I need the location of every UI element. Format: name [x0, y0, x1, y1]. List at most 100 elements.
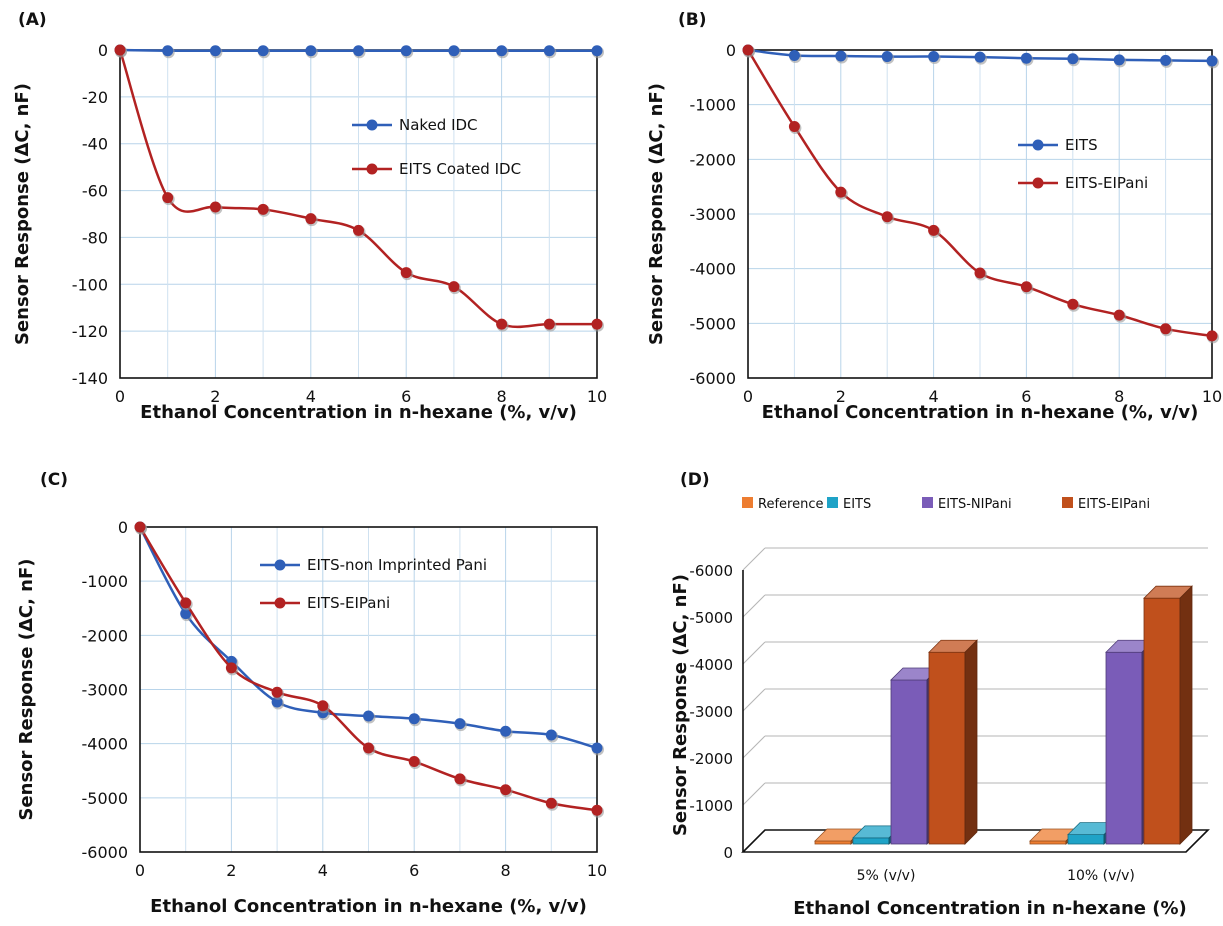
data-point [928, 51, 940, 63]
bar [1143, 585, 1193, 845]
x-tick-label: 5% (v/v) [857, 868, 916, 884]
data-point [835, 186, 847, 198]
y-tick-label: 0 [726, 41, 736, 60]
y-tick-label: -4000 [690, 260, 737, 279]
y-tick-label: -2000 [82, 626, 129, 645]
legend-label: EITS [843, 497, 871, 512]
y-tick-label: -1000 [690, 96, 737, 115]
x-tick-label: 0 [135, 861, 145, 880]
x-tick-label: 8 [497, 387, 507, 406]
data-point [500, 784, 512, 796]
y-tick-label: -140 [72, 369, 108, 388]
x-tick-label: 0 [115, 387, 125, 406]
grid-line-side [742, 594, 766, 618]
x-axis-label: Ethanol Concentration in n-hexane (%, v/… [150, 896, 587, 917]
data-point [209, 201, 221, 213]
series-0 [114, 44, 604, 59]
data-point [353, 224, 364, 236]
data-point [742, 44, 754, 56]
y-tick-label: -120 [72, 322, 108, 341]
series-0 [742, 44, 1219, 69]
data-point [454, 773, 466, 785]
data-point [788, 121, 800, 133]
legend: EITS EITS-EIPani [1018, 136, 1148, 192]
legend-label: EITS-EIPani [1078, 497, 1150, 512]
y-tick-label: -2000 [690, 150, 737, 169]
data-point [591, 318, 603, 330]
bar-side [1179, 585, 1193, 845]
legend-label: EITS [1065, 136, 1098, 154]
legend-marker [366, 163, 378, 175]
data-point [257, 203, 269, 215]
legend-swatch [827, 497, 838, 508]
data-point [881, 211, 893, 223]
grid-line-side [742, 688, 766, 712]
legend-label: EITS-EIPani [307, 594, 390, 612]
y-tick-label: -100 [72, 275, 108, 294]
data-point [543, 318, 555, 330]
grid [139, 526, 598, 853]
legend: Naked IDC EITS Coated IDC [352, 116, 521, 178]
data-point [928, 224, 940, 236]
data-point [353, 45, 364, 57]
y-tick-label: -3000 [689, 703, 733, 721]
legend-swatch [922, 497, 933, 508]
grid [747, 49, 1213, 379]
y-tick-label: -20 [82, 88, 108, 107]
data-point [180, 597, 192, 609]
bar-front [1029, 840, 1067, 845]
data-point [1067, 298, 1079, 310]
panel-label: (A) [18, 10, 47, 30]
data-point [1020, 281, 1032, 293]
data-point [408, 756, 420, 768]
plot-frame [747, 49, 1213, 379]
data-point [1206, 55, 1218, 67]
grid-line-side [742, 547, 766, 571]
x-tick-label: 10 [1202, 387, 1222, 406]
panel-label: (B) [678, 10, 707, 30]
data-point [974, 51, 986, 63]
x-tick-label: 4 [929, 387, 939, 406]
x-axis-label: Ethanol Concentration in n-hexane (%, v/… [140, 402, 577, 423]
y-axis-label: Sensor Response (ΔC, nF) [646, 83, 667, 345]
data-point [400, 45, 412, 57]
bar-front [852, 837, 890, 845]
x-tick-label: 0 [743, 387, 753, 406]
x-tick-label: 6 [1021, 387, 1031, 406]
series-1 [742, 44, 1219, 344]
data-point [363, 710, 374, 722]
y-tick-label: -2000 [689, 750, 733, 768]
chart-panel-2: (C) 0 2 4 6 8 10 0 -1000 -2000 -3000 -4000 -5000 -600… [16, 470, 607, 917]
data-point [363, 742, 374, 754]
legend-marker [1032, 139, 1044, 151]
data-point [209, 45, 221, 57]
data-point [591, 45, 603, 57]
data-point [317, 700, 329, 712]
panel-label: (D) [680, 470, 710, 490]
y-tick-label: -80 [82, 228, 108, 247]
series-line [746, 49, 1213, 338]
data-point [257, 45, 269, 57]
legend-swatch [1062, 497, 1073, 508]
legend-label: Naked IDC [399, 116, 478, 134]
data-point [591, 804, 603, 816]
x-tick-label: 6 [409, 861, 419, 880]
y-axis-label: Sensor Response (ΔC, nF) [670, 574, 691, 836]
bar [928, 639, 978, 845]
data-point [835, 50, 847, 62]
x-tick-label: 6 [401, 387, 411, 406]
data-point [448, 281, 460, 293]
data-point [1113, 54, 1125, 66]
data-point [788, 49, 800, 61]
y-tick-label: 0 [98, 41, 108, 60]
legend-marker [274, 597, 286, 609]
y-tick-label: -3000 [82, 681, 129, 700]
data-point [496, 45, 508, 57]
chart-panel-0: (A) 0 2 4 6 8 10 0 -20 -40 -60 -80 -100 -120 -140 Ethan… [12, 10, 607, 423]
y-axis-label: Sensor Response (ΔC, nF) [16, 558, 37, 820]
x-tick-label: 2 [210, 387, 220, 406]
data-point [271, 686, 283, 698]
x-tick-label: 4 [318, 861, 328, 880]
